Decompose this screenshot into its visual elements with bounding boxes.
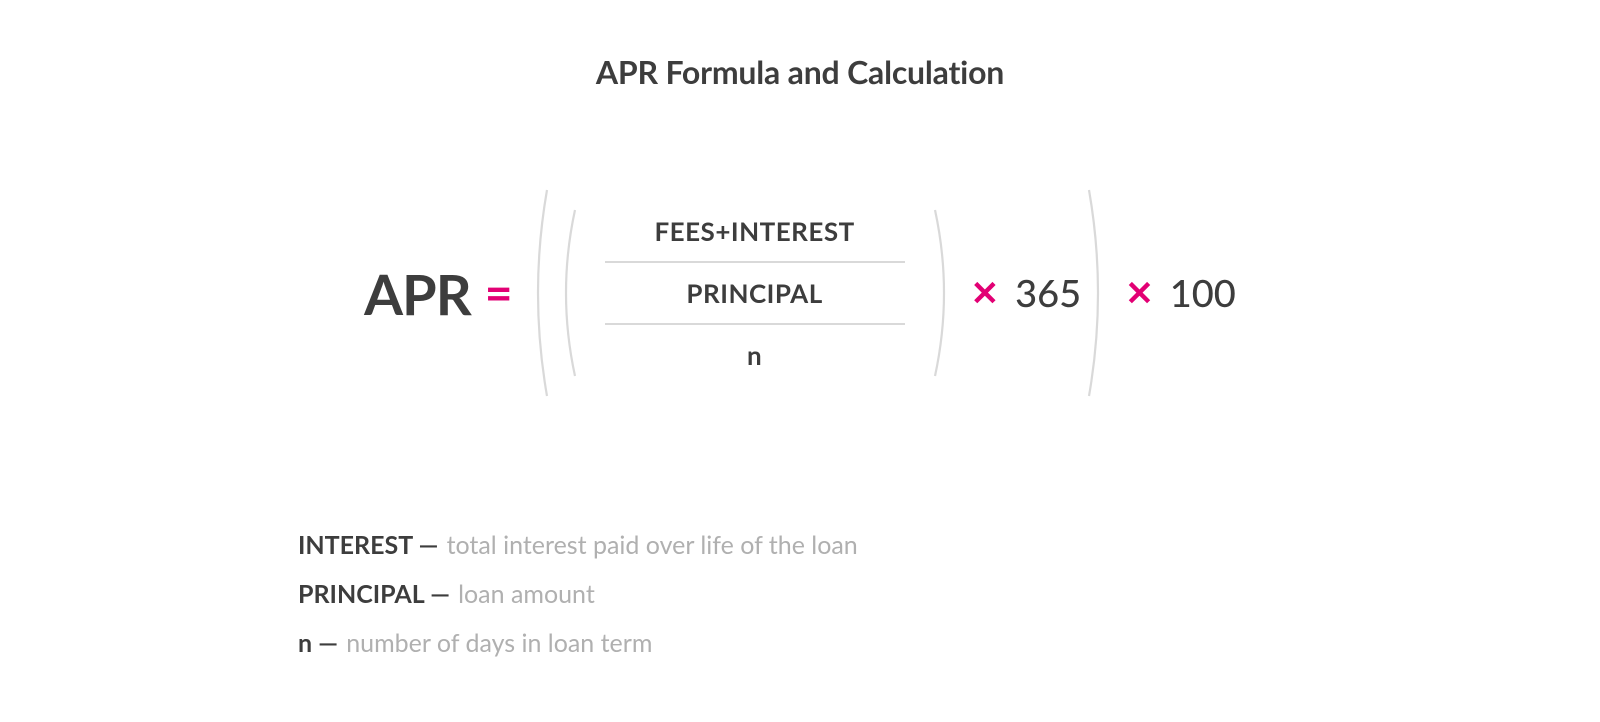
legend-row: n — number of days in loan term bbox=[298, 619, 858, 668]
legend-def: number of days in loan term bbox=[346, 628, 652, 658]
denominator-n: n bbox=[747, 325, 762, 385]
legend-row: PRINCIPAL — loan amount bbox=[298, 570, 858, 619]
legend-term: n bbox=[298, 628, 312, 658]
numerator-top: FEES+INTEREST bbox=[654, 201, 854, 261]
paren-outer-close bbox=[1087, 188, 1109, 398]
const-100: 100 bbox=[1170, 270, 1236, 316]
paren-inner-close bbox=[933, 208, 955, 378]
fraction-stack: FEES+INTEREST PRINCIPAL n bbox=[583, 201, 927, 385]
legend: INTEREST — total interest paid over life… bbox=[298, 521, 858, 667]
page: APR Formula and Calculation APR = FEES+I… bbox=[0, 0, 1600, 722]
page-title: APR Formula and Calculation bbox=[596, 52, 1004, 91]
times-sign-2: ✕ bbox=[1125, 276, 1154, 310]
formula-row: APR = FEES+INTEREST PRINCIPAL n ✕ 365 ✕ bbox=[364, 183, 1236, 403]
numerator-bottom: PRINCIPAL bbox=[686, 263, 822, 323]
legend-def: loan amount bbox=[458, 579, 595, 609]
paren-outer-open bbox=[527, 188, 549, 398]
legend-def: total interest paid over life of the loa… bbox=[447, 530, 858, 560]
times-sign-1: ✕ bbox=[971, 276, 1000, 310]
legend-row: INTEREST — total interest paid over life… bbox=[298, 521, 858, 570]
equals-sign: = bbox=[485, 269, 513, 317]
legend-dash: — bbox=[312, 628, 344, 658]
legend-term: INTEREST bbox=[298, 530, 412, 560]
formula-lhs: APR bbox=[364, 260, 471, 327]
legend-term: PRINCIPAL bbox=[298, 579, 424, 609]
const-365: 365 bbox=[1015, 270, 1081, 316]
legend-dash: — bbox=[424, 579, 456, 609]
legend-dash: — bbox=[412, 530, 444, 560]
paren-inner-open bbox=[555, 208, 577, 378]
